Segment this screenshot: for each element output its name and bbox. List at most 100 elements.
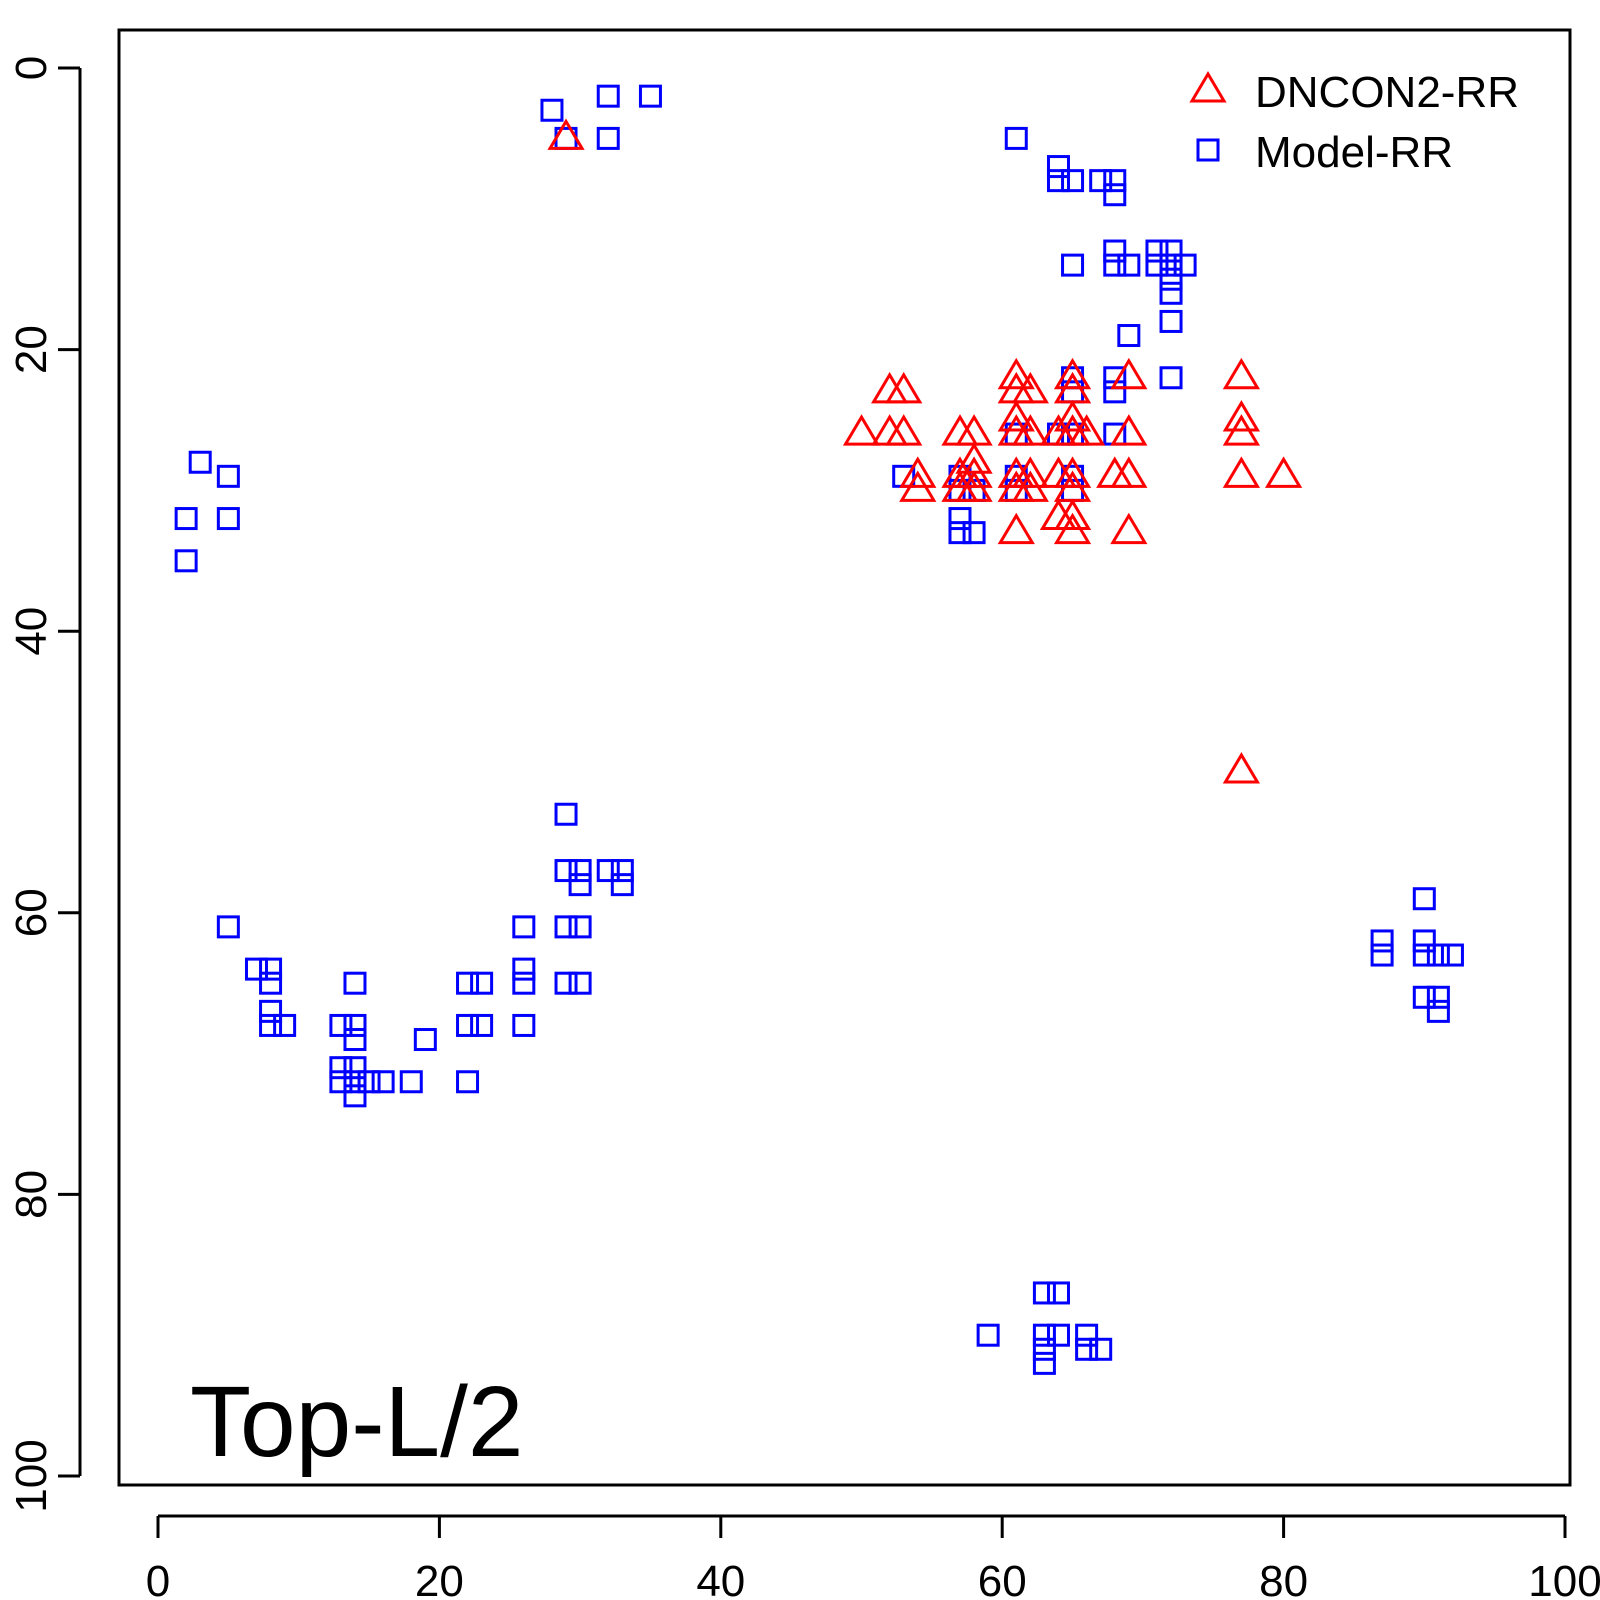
square-point — [1426, 943, 1450, 967]
triangle-point — [1222, 357, 1261, 390]
square-point — [1412, 929, 1436, 953]
square-point — [610, 873, 634, 897]
triangle-point — [1110, 512, 1148, 545]
series-dncon2-rr — [547, 118, 1303, 784]
square-point — [1440, 943, 1464, 967]
triangle-point — [1222, 456, 1261, 488]
square-point — [259, 957, 283, 981]
square-point — [568, 859, 592, 883]
triangle-point — [899, 470, 937, 502]
square-point — [259, 971, 283, 995]
legend-label-dncon2-rr: DNCON2-RR — [1255, 68, 1519, 117]
square-point — [371, 1070, 395, 1094]
square-point — [343, 971, 367, 995]
y-axis: 0 20 40 60 80 100 — [7, 56, 82, 1513]
square-point — [1117, 324, 1141, 348]
square-point — [343, 1056, 367, 1080]
triangle-point — [955, 470, 993, 502]
square-point — [216, 507, 240, 531]
square-point — [962, 521, 986, 545]
legend-marker-model-rr — [1196, 138, 1220, 162]
square-point — [512, 915, 536, 939]
chart-annotation: Top-L/2 — [190, 1366, 524, 1478]
square-point — [610, 859, 634, 883]
square-point — [343, 1013, 367, 1037]
triangle-point — [1222, 400, 1261, 432]
points-layer — [174, 84, 1464, 1375]
square-point — [554, 971, 578, 995]
square-point — [1145, 253, 1169, 277]
square-point — [1004, 126, 1028, 150]
square-point — [343, 1070, 367, 1094]
triangle-point — [1053, 400, 1092, 432]
y-tick-label: 60 — [7, 888, 56, 937]
square-point — [1046, 169, 1070, 193]
square-point — [470, 1013, 494, 1037]
x-tick-label: 80 — [1259, 1557, 1308, 1600]
triangle-point — [955, 456, 993, 488]
y-tick-label: 20 — [7, 325, 56, 374]
square-point — [976, 1323, 1000, 1347]
square-point — [456, 1013, 480, 1037]
square-point — [329, 1013, 353, 1037]
x-tick-label: 20 — [415, 1557, 464, 1600]
triangle-point — [1053, 512, 1092, 545]
triangle-point — [1053, 456, 1092, 488]
square-point — [1032, 1351, 1056, 1375]
square-point — [1159, 267, 1183, 291]
triangle-point — [1053, 498, 1092, 531]
square-point — [259, 999, 283, 1023]
square-point — [216, 464, 240, 488]
square-point — [329, 1070, 353, 1094]
square-point — [216, 915, 240, 939]
square-point — [273, 1013, 297, 1037]
triangle-point — [1053, 357, 1092, 390]
triangle-point — [842, 414, 881, 446]
square-point — [1032, 1337, 1056, 1361]
square-point — [948, 521, 972, 545]
square-point — [329, 1056, 353, 1080]
square-point — [568, 971, 592, 995]
square-point — [399, 1070, 423, 1094]
square-point — [174, 549, 198, 573]
square-point — [188, 450, 212, 474]
triangle-point — [899, 456, 937, 488]
triangle-point — [1011, 414, 1049, 446]
square-point — [1412, 943, 1436, 967]
square-point — [456, 971, 480, 995]
square-point — [174, 507, 198, 531]
y-tick-label: 0 — [7, 56, 56, 80]
square-point — [1145, 239, 1169, 263]
square-point — [1412, 985, 1436, 1009]
square-point — [1103, 169, 1127, 193]
square-point — [1046, 1323, 1070, 1347]
square-point — [1370, 929, 1394, 953]
square-point — [1061, 253, 1085, 277]
square-point — [596, 126, 620, 150]
x-tick-label: 100 — [1528, 1557, 1600, 1600]
triangle-point — [1222, 752, 1261, 784]
triangle-point — [997, 400, 1035, 432]
square-point — [1032, 1323, 1056, 1347]
triangle-point — [1110, 414, 1148, 446]
square-point — [1173, 253, 1197, 277]
legend-marker-dncon2-rr — [1189, 71, 1227, 103]
square-point — [1032, 1281, 1056, 1305]
y-tick-label: 100 — [7, 1439, 56, 1512]
square-point — [357, 1070, 381, 1094]
legend: DNCON2-RR Model-RR — [1189, 68, 1519, 177]
triangle-point — [1011, 371, 1049, 404]
square-point — [596, 859, 620, 883]
square-point — [1159, 281, 1183, 305]
square-point — [456, 1070, 480, 1094]
triangle-point — [1110, 456, 1148, 488]
square-point — [470, 971, 494, 995]
square-point — [1370, 943, 1394, 967]
square-point — [948, 507, 972, 531]
square-point — [1159, 239, 1183, 263]
square-point — [1159, 366, 1183, 390]
square-point — [244, 957, 268, 981]
triangle-point — [1222, 414, 1261, 446]
square-point — [540, 98, 564, 122]
triangle-point — [1264, 456, 1303, 488]
